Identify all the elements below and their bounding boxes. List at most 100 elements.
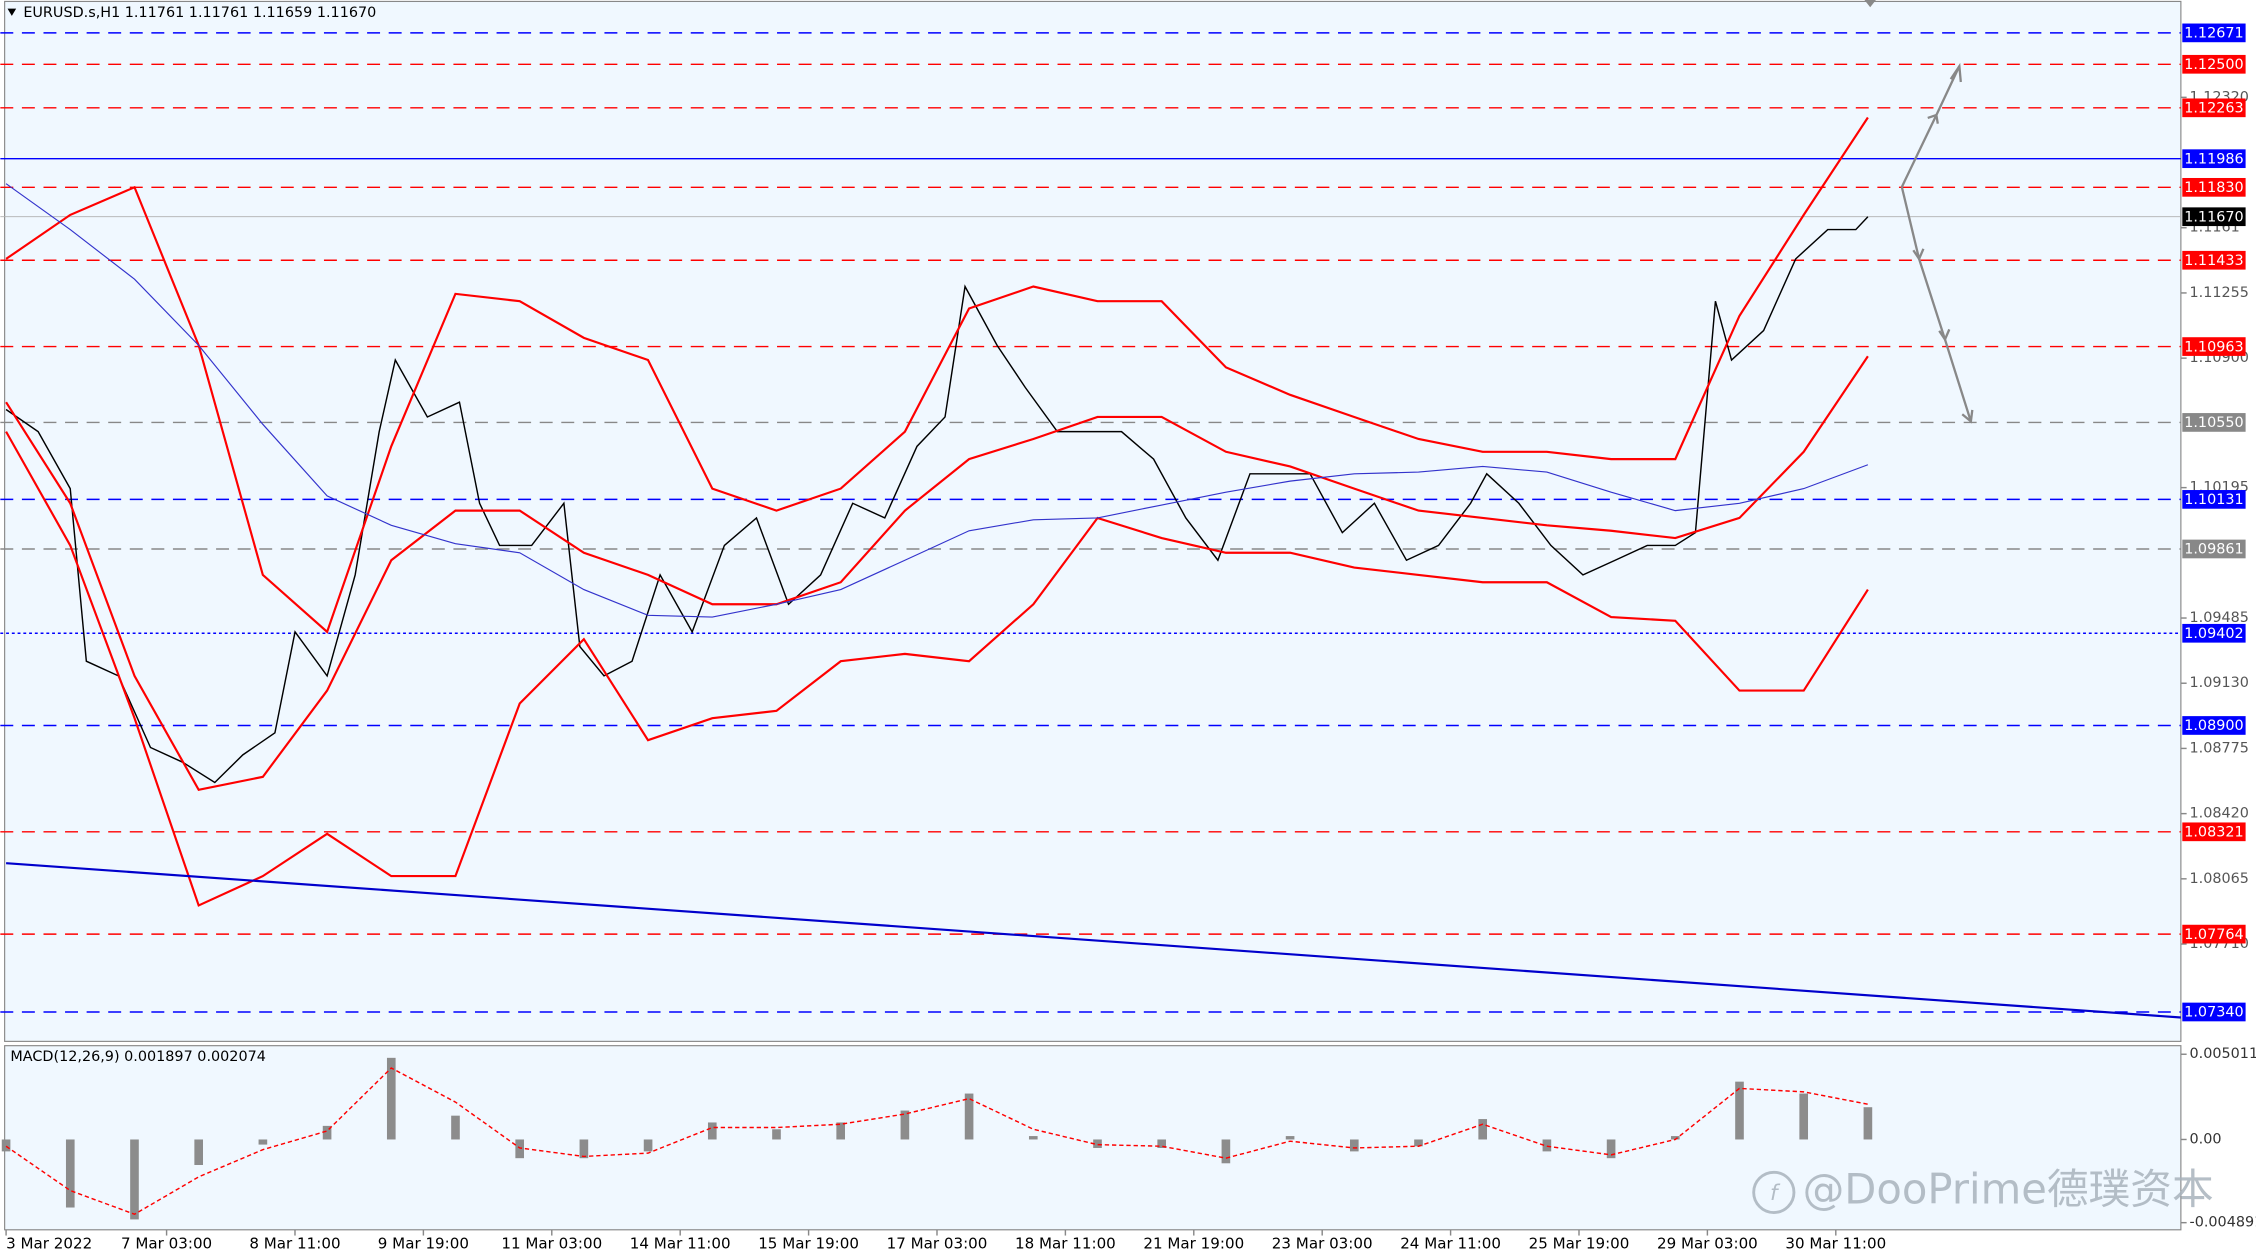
level-label: 1.11433 xyxy=(2184,253,2243,269)
arrow-down xyxy=(1900,186,1972,422)
x-tick-label: 9 Mar 19:00 xyxy=(378,1235,469,1253)
level-box xyxy=(2182,490,2246,509)
y-tick-label: 1.11255 xyxy=(2190,285,2249,301)
macd-bar xyxy=(386,1057,396,1140)
level-label: 1.10550 xyxy=(2184,415,2243,431)
level-box xyxy=(2182,207,2246,227)
macd-bar xyxy=(1,1139,11,1152)
level-label: 1.09402 xyxy=(2184,626,2243,642)
menu-triangle xyxy=(7,8,17,16)
level-label: 1.12500 xyxy=(2184,57,2243,73)
x-tick-label: 18 Mar 11:00 xyxy=(1015,1235,1116,1253)
level-label: 1.11986 xyxy=(2184,151,2243,167)
x-tick-label: 30 Mar 11:00 xyxy=(1785,1235,1886,1253)
arrow-head xyxy=(1949,62,1962,83)
level-box xyxy=(2182,149,2246,169)
level-box xyxy=(2182,413,2246,432)
macd-title: MACD(12,26,9) 0.001897 0.002074 xyxy=(10,1049,265,1065)
macd-bar xyxy=(194,1139,203,1165)
level-label: 1.08321 xyxy=(2184,825,2243,841)
x-tick-label: 25 Mar 19:00 xyxy=(1529,1235,1630,1253)
macd-bar xyxy=(836,1122,846,1140)
macd-bar xyxy=(964,1093,974,1140)
macd-bar xyxy=(1093,1139,1102,1148)
arrow-head xyxy=(1912,248,1925,262)
x-tick-label: 29 Mar 03:00 xyxy=(1657,1235,1758,1253)
watermark-text: @DooPrime德璞资本 xyxy=(1803,1164,2214,1213)
plot-layer: 1.123201.11611.112551.109001.101951.0948… xyxy=(0,23,2256,1253)
macd-bar xyxy=(1349,1139,1359,1152)
level-label: 1.08900 xyxy=(2184,718,2243,734)
level-box xyxy=(2182,337,2246,356)
level-label: 1.07340 xyxy=(2184,1005,2243,1021)
y-tick-label: 1.08065 xyxy=(2190,871,2249,887)
macd-bar xyxy=(130,1139,139,1220)
macd-bar xyxy=(1028,1136,1038,1140)
indicator-line xyxy=(5,431,1869,907)
x-tick-label: 14 Mar 11:00 xyxy=(630,1235,731,1253)
arrow-head xyxy=(1938,328,1951,342)
macd-bar xyxy=(772,1129,781,1140)
indicator-line xyxy=(5,116,1869,634)
macd-bar xyxy=(1221,1139,1231,1164)
watermark: f @DooPrime德璞资本 xyxy=(1752,1164,2214,1214)
macd-bar xyxy=(515,1139,525,1159)
macd-bar xyxy=(707,1122,717,1140)
x-tick-label: 3 Mar 2022 xyxy=(6,1235,92,1253)
level-box xyxy=(2182,54,2246,74)
x-tick-label: 21 Mar 19:00 xyxy=(1143,1235,1244,1253)
macd-bar xyxy=(65,1139,75,1208)
level-label: 1.12671 xyxy=(2184,26,2243,42)
indicator-line xyxy=(5,183,1869,618)
macd-bar xyxy=(451,1115,460,1140)
macd-bar xyxy=(1414,1139,1423,1147)
macd-bar xyxy=(1285,1136,1295,1140)
level-box xyxy=(2182,23,2246,43)
logo xyxy=(1752,1170,1796,1214)
x-tick-label: 23 Mar 03:00 xyxy=(1272,1235,1373,1253)
macd-bar xyxy=(1606,1139,1616,1159)
macd-bar xyxy=(1670,1136,1680,1140)
macd-signal xyxy=(5,1067,1869,1216)
macd-bar xyxy=(643,1139,653,1152)
forecast-arrows xyxy=(1900,62,1974,424)
macd-bar xyxy=(1157,1139,1167,1148)
macd-bar xyxy=(1735,1081,1744,1140)
macd-bar xyxy=(1542,1139,1552,1152)
level-box xyxy=(2182,822,2246,842)
macd-bar xyxy=(579,1139,589,1159)
price-panel xyxy=(4,0,2182,1042)
macd-bar xyxy=(258,1139,268,1145)
x-tick-label: 7 Mar 03:00 xyxy=(121,1235,212,1253)
level-box xyxy=(2182,623,2246,643)
level-label: 1.11830 xyxy=(2184,180,2243,196)
price-line xyxy=(5,216,1869,784)
x-tick-label: 24 Mar 11:00 xyxy=(1400,1235,1501,1253)
arrow-head xyxy=(1961,409,1974,424)
macd-bar xyxy=(322,1125,332,1140)
logo-mark: f xyxy=(1770,1181,1781,1206)
level-box xyxy=(2182,250,2246,270)
level-box xyxy=(2182,98,2246,118)
macd-panel xyxy=(4,1045,2182,1231)
macd-bar xyxy=(1863,1107,1873,1140)
y-tick-label: 1.09130 xyxy=(2190,675,2249,691)
level-label: 1.07764 xyxy=(2184,927,2243,943)
x-tick-label: 15 Mar 19:00 xyxy=(758,1235,859,1253)
level-label: 1.10963 xyxy=(2184,339,2243,355)
level-box xyxy=(2182,1002,2246,1022)
symbol-title: EURUSD.s,H1 1.11761 1.11761 1.11659 1.11… xyxy=(23,5,376,21)
level-label: 1.09861 xyxy=(2184,542,2243,558)
macd-bar xyxy=(1799,1093,1809,1140)
x-tick-label: 8 Mar 11:00 xyxy=(249,1235,340,1253)
level-label: 1.10131 xyxy=(2184,492,2243,508)
level-box xyxy=(2182,716,2246,735)
indicator-line xyxy=(6,862,2181,1019)
y-tick-label: 1.08775 xyxy=(2190,740,2249,756)
x-tick-label: 17 Mar 03:00 xyxy=(887,1235,988,1253)
y-tick-label: 0.00 xyxy=(2190,1131,2222,1147)
level-box xyxy=(2182,924,2246,944)
level-box xyxy=(2182,177,2246,197)
